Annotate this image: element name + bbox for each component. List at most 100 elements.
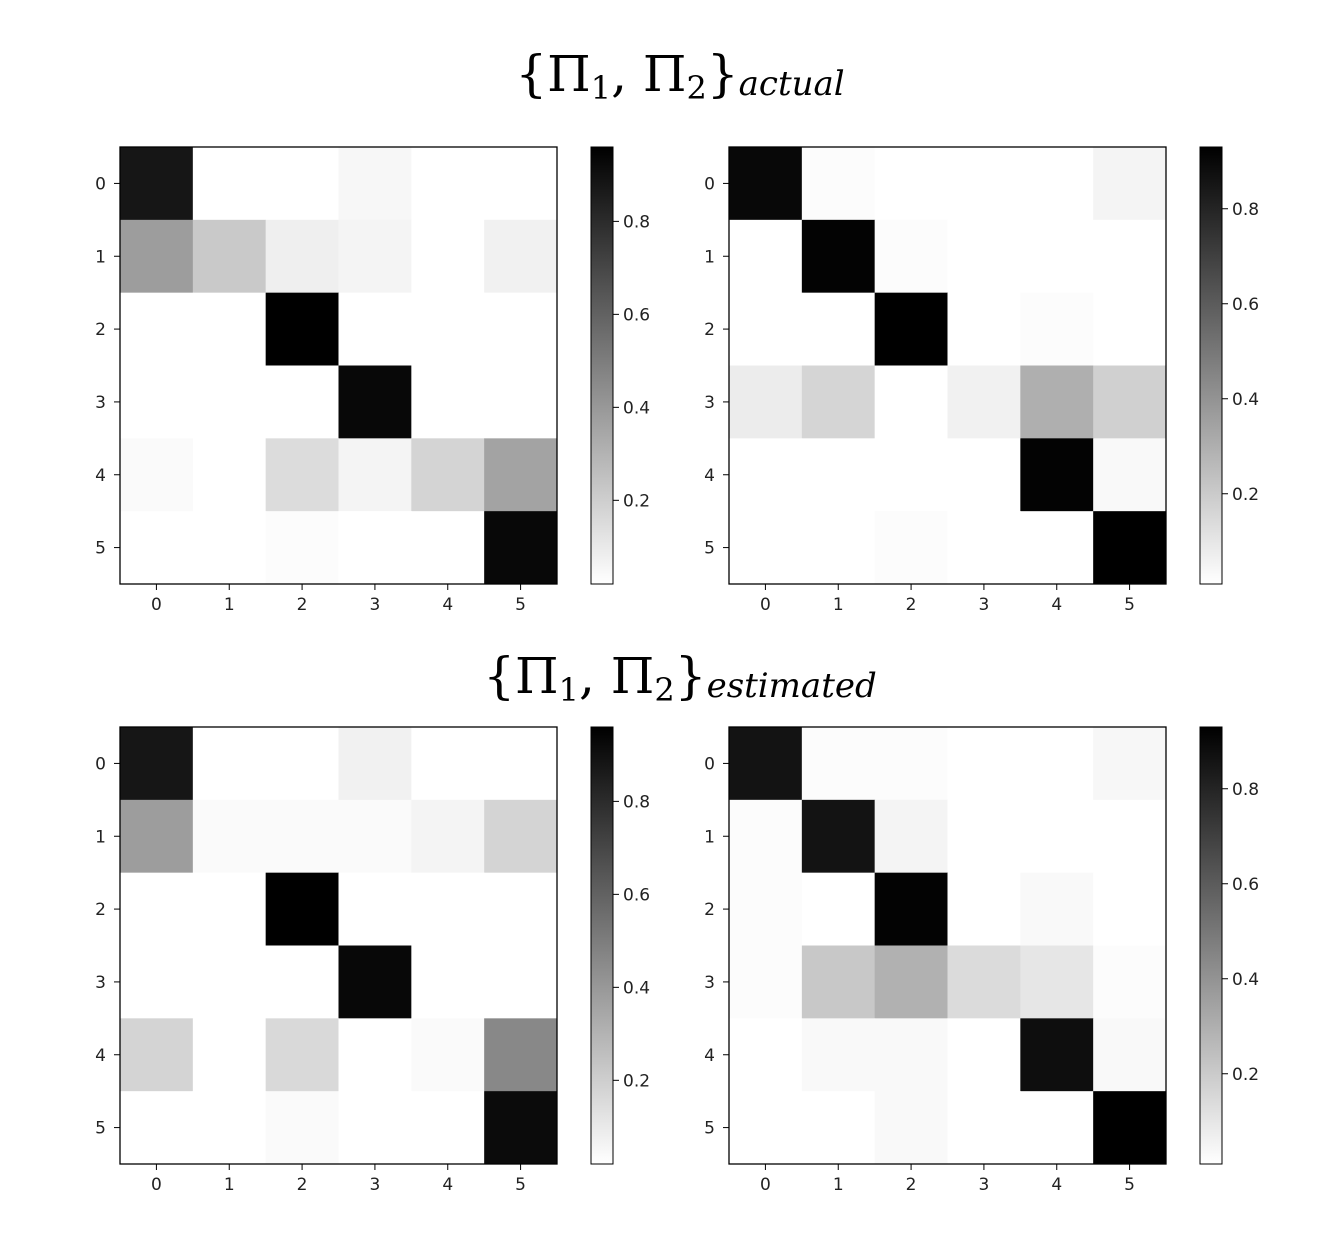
heatmap-cell bbox=[947, 292, 1021, 366]
heatmap-cell bbox=[801, 292, 876, 366]
heatmap-cell bbox=[947, 872, 1021, 946]
heatmap-cell bbox=[120, 1018, 194, 1092]
heatmap-cell bbox=[192, 727, 267, 801]
heatmap-cell bbox=[947, 945, 1021, 1019]
title-estimated: {Π1, Π2}estimated bbox=[483, 647, 877, 709]
x-tick-label: 3 bbox=[370, 595, 381, 615]
heatmap-cell bbox=[801, 727, 876, 801]
heatmap-cell bbox=[192, 1018, 267, 1092]
title-actual-sub2: 2 bbox=[686, 69, 706, 107]
heatmap-cell bbox=[874, 292, 948, 366]
colorbar-tick-label: 0.2 bbox=[623, 491, 650, 511]
heatmap-cell bbox=[729, 799, 803, 874]
colorbar bbox=[590, 726, 614, 1165]
colorbar-tick-label: 0.6 bbox=[1232, 295, 1259, 315]
title-estimated-close: } bbox=[675, 647, 707, 705]
heatmap-cell bbox=[120, 147, 194, 221]
heatmap-cell bbox=[947, 727, 1021, 801]
heatmap-cell bbox=[801, 945, 876, 1019]
x-tick-label: 2 bbox=[906, 1175, 917, 1195]
heatmap-cell bbox=[947, 511, 1021, 585]
colorbar-tick-label: 0.2 bbox=[1232, 1065, 1259, 1085]
x-tick-label: 5 bbox=[515, 1175, 526, 1195]
colorbar-tick-label: 0.4 bbox=[1232, 390, 1259, 410]
heatmap-cell bbox=[338, 872, 412, 946]
heatmap-cell bbox=[1093, 219, 1167, 294]
heatmap-cell bbox=[801, 147, 876, 221]
colorbar-tick-label: 0.6 bbox=[623, 305, 650, 325]
heatmap-cell bbox=[338, 945, 412, 1019]
heatmap-cell bbox=[120, 438, 194, 512]
heatmap-cell bbox=[411, 292, 485, 366]
colorbar-tick-label: 0.4 bbox=[623, 398, 650, 418]
heatmap-cell bbox=[411, 511, 485, 585]
title-estimated-mid: , Π bbox=[579, 647, 654, 705]
heatmap-cell bbox=[120, 219, 194, 294]
heatmap-cell bbox=[265, 945, 339, 1019]
heatmap-cell bbox=[192, 1091, 267, 1165]
heatmap-cell bbox=[1093, 799, 1167, 874]
heatmap-cell bbox=[1093, 365, 1167, 439]
heatmap-cell bbox=[1093, 1091, 1167, 1165]
heatmap-cell bbox=[484, 872, 558, 946]
axes-frame bbox=[119, 146, 558, 585]
heatmap-cell bbox=[729, 219, 803, 294]
heatmap-cell bbox=[484, 438, 558, 512]
heatmap-cell bbox=[1020, 147, 1094, 221]
heatmap-cell bbox=[947, 438, 1021, 512]
y-tick-label: 3 bbox=[704, 973, 715, 993]
heatmap-cell bbox=[729, 727, 803, 801]
heatmap-cell bbox=[338, 147, 412, 221]
x-tick-label: 2 bbox=[297, 595, 308, 615]
x-tick-label: 5 bbox=[1124, 1175, 1135, 1195]
title-actual-close: } bbox=[707, 45, 739, 103]
heatmap-cell bbox=[192, 511, 267, 585]
x-tick-label: 3 bbox=[370, 1175, 381, 1195]
heatmap-cell bbox=[1020, 438, 1094, 512]
heatmap-cell bbox=[801, 799, 876, 874]
heatmap-cell bbox=[947, 219, 1021, 294]
colorbar-tick-label: 0.6 bbox=[623, 885, 650, 905]
heatmap-cell bbox=[484, 219, 558, 294]
heatmap-cell bbox=[947, 1091, 1021, 1165]
heatmap-cell bbox=[411, 727, 485, 801]
x-tick-label: 2 bbox=[906, 595, 917, 615]
heatmap-cell bbox=[1020, 727, 1094, 801]
colorbar-tick-label: 0.8 bbox=[1232, 200, 1259, 220]
heatmap-cell bbox=[192, 799, 267, 874]
axes-frame bbox=[728, 726, 1167, 1165]
heatmap-cell bbox=[484, 1091, 558, 1165]
heatmap-cell bbox=[338, 511, 412, 585]
colorbar-tick-label: 0.8 bbox=[1232, 780, 1259, 800]
heatmap-cell bbox=[411, 147, 485, 221]
heatmap-cell bbox=[874, 799, 948, 874]
heatmap-cell bbox=[411, 872, 485, 946]
y-tick-label: 0 bbox=[704, 754, 715, 774]
y-tick-label: 3 bbox=[95, 393, 106, 413]
heatmap-cell bbox=[338, 292, 412, 366]
y-tick-label: 0 bbox=[95, 754, 106, 774]
y-tick-label: 0 bbox=[704, 174, 715, 194]
x-tick-label: 2 bbox=[297, 1175, 308, 1195]
heatmap-cell bbox=[874, 1091, 948, 1165]
heatmap-cell bbox=[484, 727, 558, 801]
x-tick-label: 1 bbox=[224, 1175, 235, 1195]
heatmap-cell bbox=[484, 945, 558, 1019]
title-actual-sub1: 1 bbox=[591, 69, 611, 107]
heatmap-cell bbox=[801, 511, 876, 585]
title-actual: {Π1, Π2}actual bbox=[515, 45, 844, 107]
axes-frame bbox=[119, 726, 558, 1165]
heatmap-estimated-right: 0 1 2 3 4 5 0 1 2 3 4 5 0.2 0.4 0.6 0.8 bbox=[704, 726, 1259, 1195]
colorbar-tick-label: 0.4 bbox=[623, 978, 650, 998]
heatmap-cell bbox=[874, 511, 948, 585]
heatmap-cell bbox=[947, 365, 1021, 439]
x-tick-label: 1 bbox=[224, 595, 235, 615]
heatmap-cell bbox=[411, 945, 485, 1019]
colorbar-tick-label: 0.6 bbox=[1232, 875, 1259, 895]
x-tick-label: 4 bbox=[442, 595, 453, 615]
heatmap-cell bbox=[1093, 147, 1167, 221]
x-tick-label: 3 bbox=[979, 1175, 990, 1195]
y-tick-label: 5 bbox=[704, 1119, 715, 1139]
colorbar-tick-label: 0.2 bbox=[623, 1071, 650, 1091]
y-tick-label: 5 bbox=[95, 539, 106, 559]
